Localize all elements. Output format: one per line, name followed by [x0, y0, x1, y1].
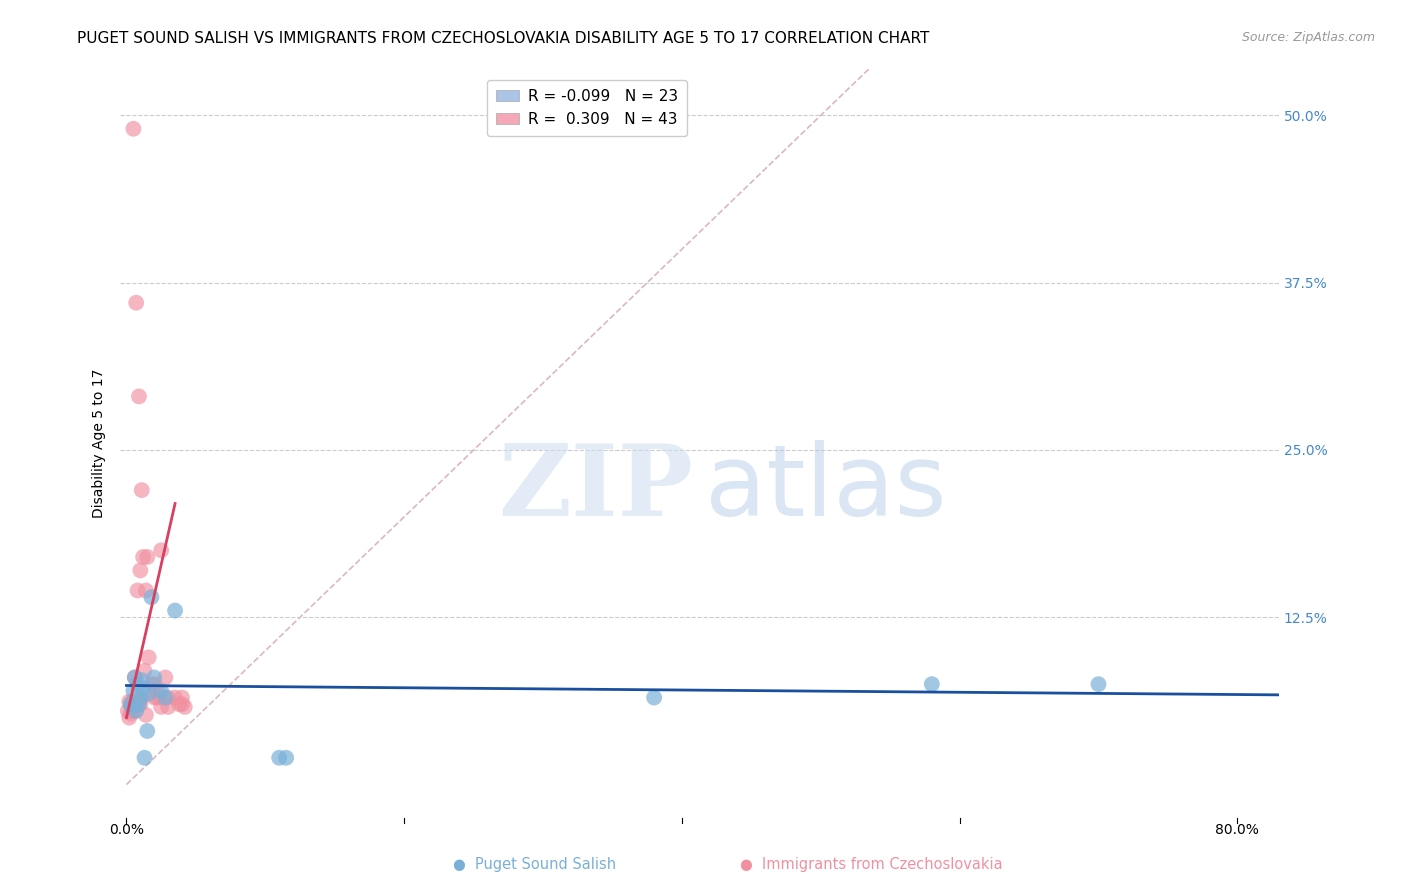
Point: [132, 681, 155, 696]
Point: [136, 724, 159, 739]
Point: [135, 583, 157, 598]
Point: [1087, 677, 1109, 691]
Point: [121, 700, 143, 714]
Point: [143, 677, 166, 691]
Point: [150, 684, 173, 698]
Point: [132, 549, 155, 564]
Point: [127, 695, 149, 709]
Point: [131, 673, 153, 687]
Point: [120, 698, 142, 712]
Point: [118, 695, 141, 709]
Point: [127, 677, 149, 691]
Point: [129, 690, 152, 705]
Point: [124, 670, 146, 684]
Legend: R = -0.099   N = 23, R =  0.309   N = 43: R = -0.099 N = 23, R = 0.309 N = 43: [486, 80, 688, 136]
Point: [143, 670, 166, 684]
Point: [150, 700, 173, 714]
Point: [136, 549, 159, 564]
Point: [128, 698, 150, 712]
Point: [122, 684, 145, 698]
Point: [131, 483, 153, 497]
Point: [643, 690, 665, 705]
Point: [125, 295, 148, 310]
Point: [165, 603, 187, 617]
Point: [170, 698, 193, 712]
Point: [122, 121, 145, 136]
Point: [129, 563, 152, 577]
Point: [134, 664, 156, 678]
Point: [170, 690, 193, 705]
Text: PUGET SOUND SALISH VS IMMIGRANTS FROM CZECHOSLOVAKIA DISABILITY AGE 5 TO 17 CORR: PUGET SOUND SALISH VS IMMIGRANTS FROM CZ…: [77, 31, 929, 46]
Point: [138, 650, 160, 665]
Point: [122, 700, 145, 714]
Point: [128, 695, 150, 709]
Point: [155, 690, 177, 705]
Point: [138, 687, 160, 701]
Point: [121, 695, 143, 709]
Point: [146, 690, 169, 705]
Point: [157, 700, 180, 714]
Point: [141, 677, 163, 691]
Text: Source: ZipAtlas.com: Source: ZipAtlas.com: [1241, 31, 1375, 45]
Point: [120, 706, 142, 721]
Point: [128, 389, 150, 403]
Point: [269, 751, 291, 765]
Point: [921, 677, 943, 691]
Point: [124, 704, 146, 718]
Point: [167, 698, 190, 712]
Point: [135, 708, 157, 723]
Point: [149, 690, 172, 705]
Text: atlas: atlas: [704, 440, 946, 537]
Point: [173, 700, 195, 714]
Point: [157, 690, 180, 705]
Point: [129, 698, 152, 712]
Point: [150, 543, 173, 558]
Point: [165, 690, 187, 705]
Point: [131, 690, 153, 705]
Text: ●  Immigrants from Czechoslovakia: ● Immigrants from Czechoslovakia: [741, 857, 1002, 872]
Point: [134, 751, 156, 765]
Point: [125, 698, 148, 712]
Point: [120, 698, 142, 712]
Y-axis label: Disability Age 5 to 17: Disability Age 5 to 17: [93, 368, 107, 518]
Point: [146, 684, 169, 698]
Point: [155, 670, 177, 684]
Point: [143, 690, 166, 705]
Point: [125, 704, 148, 718]
Point: [117, 704, 139, 718]
Text: ●  Puget Sound Salish: ● Puget Sound Salish: [453, 857, 616, 872]
Point: [121, 704, 143, 718]
Point: [124, 670, 146, 684]
Point: [141, 590, 163, 604]
Point: [276, 751, 298, 765]
Text: ZIP: ZIP: [499, 440, 693, 537]
Point: [118, 711, 141, 725]
Point: [127, 583, 149, 598]
